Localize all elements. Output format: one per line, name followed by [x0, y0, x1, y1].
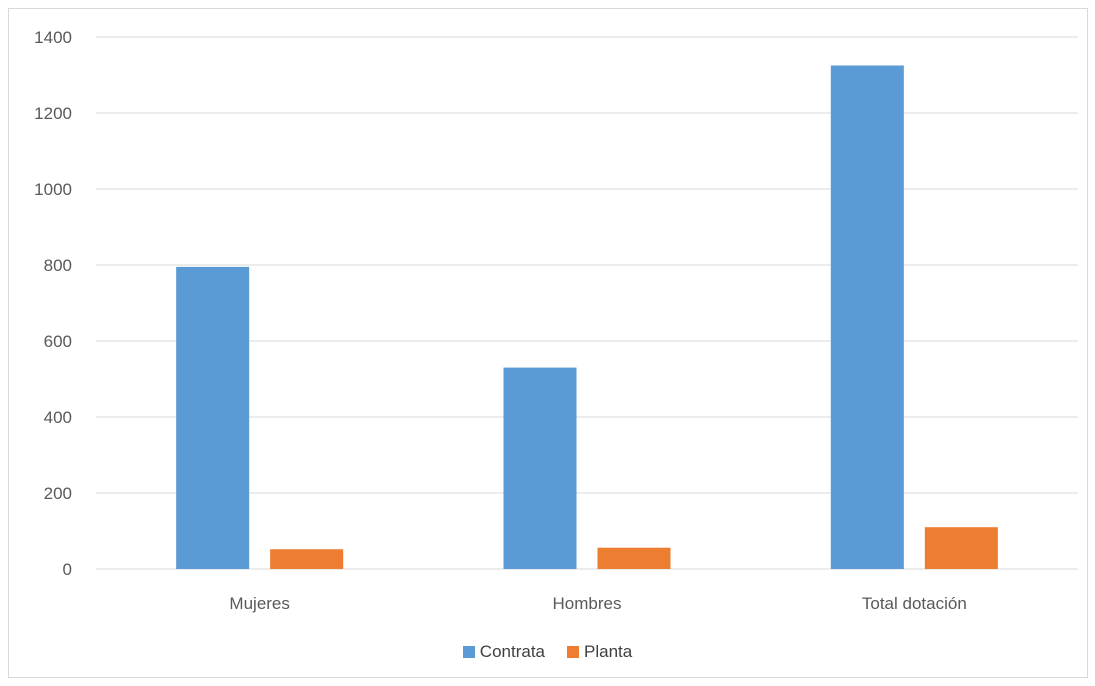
legend-label-planta: Planta [584, 642, 633, 661]
legend: Contrata Planta [0, 642, 1095, 662]
x-tick-label: Hombres [553, 594, 622, 613]
y-tick-label: 1000 [34, 180, 72, 199]
gridlines [96, 36, 1078, 570]
legend-item-planta: Planta [567, 642, 632, 662]
y-tick-label: 800 [44, 256, 72, 275]
legend-swatch-planta [567, 646, 579, 658]
legend-label-contrata: Contrata [479, 642, 545, 661]
x-tick-label: Total dotación [862, 594, 967, 613]
bar-contrata-0 [176, 266, 250, 569]
y-axis-ticks: 0 200 400 600 800 1000 1200 1400 [34, 28, 72, 579]
bar-planta-2 [924, 527, 998, 569]
y-tick-label: 600 [44, 332, 72, 351]
y-tick-label: 0 [63, 560, 72, 579]
bar-planta-1 [597, 547, 671, 569]
legend-swatch-contrata [462, 646, 475, 658]
bar-contrata-1 [503, 367, 577, 569]
y-tick-label: 200 [44, 484, 72, 503]
bar-planta-0 [270, 549, 344, 569]
y-tick-label: 400 [44, 408, 72, 427]
x-axis-ticks: Mujeres Hombres Total dotación [229, 594, 966, 613]
legend-item-contrata: Contrata [462, 642, 545, 662]
y-tick-label: 1400 [34, 28, 72, 47]
x-tick-label: Mujeres [229, 594, 289, 613]
bar-contrata-2 [830, 65, 904, 569]
bars [176, 65, 998, 569]
y-tick-label: 1200 [34, 104, 72, 123]
